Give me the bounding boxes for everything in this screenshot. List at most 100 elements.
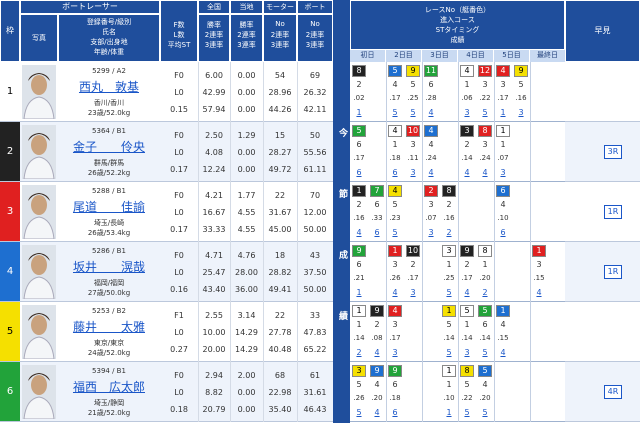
- st-timing: .16: [353, 214, 365, 222]
- race-no-box: 1: [496, 125, 510, 137]
- race-no-box: 4: [388, 125, 402, 137]
- st-timing: .20: [371, 394, 383, 402]
- local-value: 0.00: [237, 405, 256, 414]
- racer-st: 0.18: [170, 405, 188, 414]
- header-fl-box: [160, 0, 198, 62]
- national-value: 33.33: [202, 225, 226, 234]
- header-sub: 3連率: [270, 41, 290, 49]
- racer-st: 0.15: [170, 105, 188, 114]
- rank: 3: [410, 288, 416, 297]
- boat-value: 42.11: [303, 105, 327, 114]
- local-value: 0.00: [237, 105, 256, 114]
- motor-value: 28.82: [268, 268, 292, 277]
- col-sep: [230, 302, 231, 362]
- st-timing: .24: [479, 154, 491, 162]
- day-sep: [530, 302, 531, 362]
- course: 2: [464, 260, 470, 269]
- racer-name: 福西 広太郎: [72, 380, 145, 394]
- current-label: 今節成績: [337, 128, 347, 372]
- boat-value: 61: [309, 371, 321, 380]
- motor-value: 35.40: [268, 405, 292, 414]
- col-sep: [198, 182, 199, 242]
- national-value: 4.71: [205, 251, 223, 260]
- course: 4: [374, 380, 380, 389]
- course: 2: [356, 200, 362, 209]
- header-photo: 写真: [20, 14, 58, 62]
- st-timing: .14: [479, 334, 491, 342]
- course: 4: [482, 380, 488, 389]
- boat-value: 26.32: [303, 88, 327, 97]
- motor-value: 22: [274, 311, 286, 320]
- st-timing: .14: [461, 334, 473, 342]
- racer-l: L0: [174, 268, 184, 277]
- race-no-box: 5: [460, 305, 474, 317]
- header-sub: 勝率: [207, 21, 221, 29]
- national-value: 8.82: [205, 388, 223, 397]
- boat-value: 37.50: [303, 268, 327, 277]
- course: 6: [374, 200, 380, 209]
- racer-branch: 香川/香川: [93, 99, 125, 107]
- st-timing: .16: [515, 94, 527, 102]
- racer-f: F0: [174, 191, 184, 200]
- race-no-box: 3: [352, 365, 366, 377]
- rank: 6: [500, 228, 506, 237]
- racer-st: 0.17: [170, 165, 188, 174]
- racer-f: F0: [174, 371, 184, 380]
- boat-value: 65.22: [303, 345, 327, 354]
- day-sep: [386, 182, 387, 242]
- photo-silhouette: [23, 313, 55, 360]
- course: 1: [500, 140, 506, 149]
- quick-link[interactable]: 1R: [604, 265, 622, 279]
- racer-age: 26歳/53.4kg: [87, 229, 131, 237]
- header-sub: 3連率: [237, 41, 256, 49]
- course: 3: [482, 140, 488, 149]
- quick-link[interactable]: 4R: [604, 385, 622, 399]
- col-sep: [297, 122, 298, 182]
- waku-number: 4: [0, 242, 20, 302]
- course: 3: [392, 260, 398, 269]
- photo: [22, 305, 56, 360]
- local-value: 3.14: [237, 311, 256, 320]
- motor-value: 49.41: [268, 285, 292, 294]
- course: 2: [374, 320, 380, 329]
- header-national: 全国: [198, 0, 230, 14]
- col-sep: [230, 362, 231, 422]
- header-day: 3日目: [422, 50, 458, 62]
- race-no-box: 9: [406, 65, 420, 77]
- race-no-box: 5: [352, 125, 366, 137]
- boat-value: 69: [309, 71, 321, 80]
- course: 2: [464, 140, 470, 149]
- racer-branch: 福岡/福岡: [93, 279, 125, 287]
- header-sub: L数: [173, 31, 185, 39]
- st-timing: .14: [353, 334, 365, 342]
- race-no-box: 5: [478, 365, 492, 377]
- race-no-box: 5: [478, 305, 492, 317]
- rank: 3: [392, 348, 398, 357]
- rank: 1: [500, 108, 506, 117]
- header-sub: STタイミング: [435, 26, 480, 34]
- race-no-box: 9: [514, 65, 528, 77]
- racer-f: F0: [174, 251, 184, 260]
- photo-silhouette: [23, 253, 55, 300]
- local-value: 1.29: [237, 131, 256, 140]
- rank: 4: [374, 348, 380, 357]
- results-bg: [350, 62, 565, 122]
- day-sep: [530, 362, 531, 422]
- header-sub-box: [263, 14, 297, 62]
- day-sep: [386, 62, 387, 122]
- racer-l: L0: [174, 148, 184, 157]
- course: 1: [464, 320, 470, 329]
- course: 1: [446, 380, 452, 389]
- day-sep: [494, 62, 495, 122]
- quick-link[interactable]: 3R: [604, 145, 622, 159]
- quick-link[interactable]: 1R: [604, 205, 622, 219]
- header-sub: 2連率: [270, 31, 290, 39]
- col-sep: [297, 242, 298, 302]
- national-value: 2.55: [205, 311, 223, 320]
- racer-id: 5253 / B2: [92, 307, 126, 315]
- row-bg: [20, 362, 333, 422]
- rank: 4: [536, 288, 542, 297]
- header-sub: 2連率: [204, 31, 224, 39]
- racer-id: 5394 / B1: [92, 367, 126, 375]
- national-value: 12.24: [202, 165, 226, 174]
